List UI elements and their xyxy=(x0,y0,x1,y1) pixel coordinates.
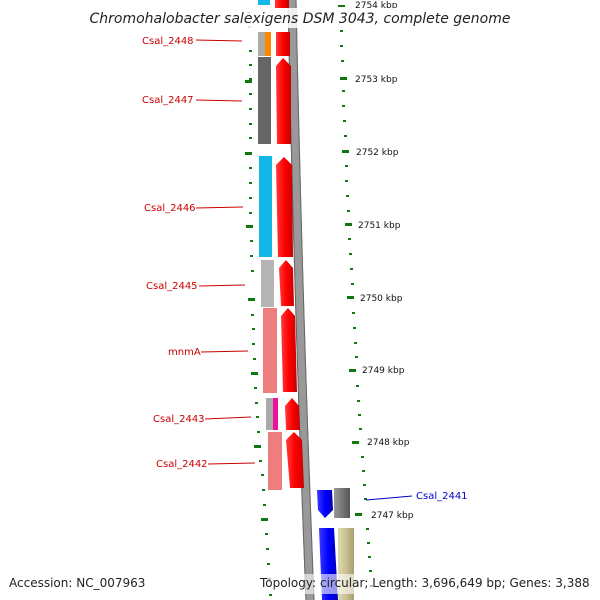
topology-text: Topology: circular; Length: 3,696,649 bp… xyxy=(259,576,590,590)
gene-label[interactable]: Csal_2446 xyxy=(144,203,196,214)
gene-label[interactable]: Csal_2442 xyxy=(156,459,208,470)
gene-label[interactable]: Csal_2445 xyxy=(146,281,198,292)
cog-box xyxy=(259,156,272,257)
scale-label: 2749 kbp xyxy=(362,366,405,376)
scale-label: 2747 kbp xyxy=(371,511,414,521)
cog-track xyxy=(258,0,354,600)
cog-box xyxy=(258,57,271,144)
cds-arrow xyxy=(276,58,291,144)
accession-text: Accession: NC_007963 xyxy=(9,576,145,590)
scale-label: 2751 kbp xyxy=(358,221,401,231)
gene-labels: Csal_2448 Csal_2447 Csal_2446 Csal_2445 … xyxy=(142,36,468,502)
gene-label[interactable]: Csal_2448 xyxy=(142,36,194,47)
inner-major-ticks xyxy=(245,80,268,521)
cog-box xyxy=(268,432,282,490)
label-leader-lines xyxy=(195,39,413,501)
gene-label[interactable]: Csal_2447 xyxy=(142,95,194,106)
cds-arrow xyxy=(279,260,294,306)
cog-box xyxy=(261,260,274,307)
scale-label: 2753 kbp xyxy=(355,75,398,85)
cds-arrow xyxy=(276,32,290,56)
cog-box xyxy=(258,32,265,56)
cds-arrow xyxy=(286,432,304,488)
gene-label[interactable]: Csal_2443 xyxy=(153,414,205,425)
cog-box xyxy=(266,398,274,430)
scale-label: 2750 kbp xyxy=(360,294,403,304)
cds-arrow xyxy=(285,398,300,430)
cds-arrow xyxy=(276,157,293,257)
cog-box xyxy=(258,0,270,5)
cog-box xyxy=(273,398,278,430)
scale-major-ticks xyxy=(338,4,362,516)
gene-label[interactable]: Csal_2441 xyxy=(416,491,468,502)
cog-box xyxy=(265,32,271,56)
cds-arrow xyxy=(281,308,297,392)
cds-arrow xyxy=(275,0,289,8)
scale-dot-ring xyxy=(340,30,373,587)
cog-box xyxy=(334,488,350,518)
cds-arrow xyxy=(317,490,333,518)
gene-label[interactable]: mnmA xyxy=(168,347,201,358)
scale-label: 2748 kbp xyxy=(367,438,410,448)
genome-backbone xyxy=(287,0,315,600)
scale-labels: 2754 kbp 2753 kbp 2752 kbp 2751 kbp 2750… xyxy=(355,1,414,521)
cog-box xyxy=(263,308,277,393)
scale-label: 2754 kbp xyxy=(355,1,398,11)
map-title: Chromohalobacter salexigens DSM 3043, co… xyxy=(90,11,511,27)
scale-label: 2752 kbp xyxy=(356,148,399,158)
forward-cds-track xyxy=(275,0,304,488)
